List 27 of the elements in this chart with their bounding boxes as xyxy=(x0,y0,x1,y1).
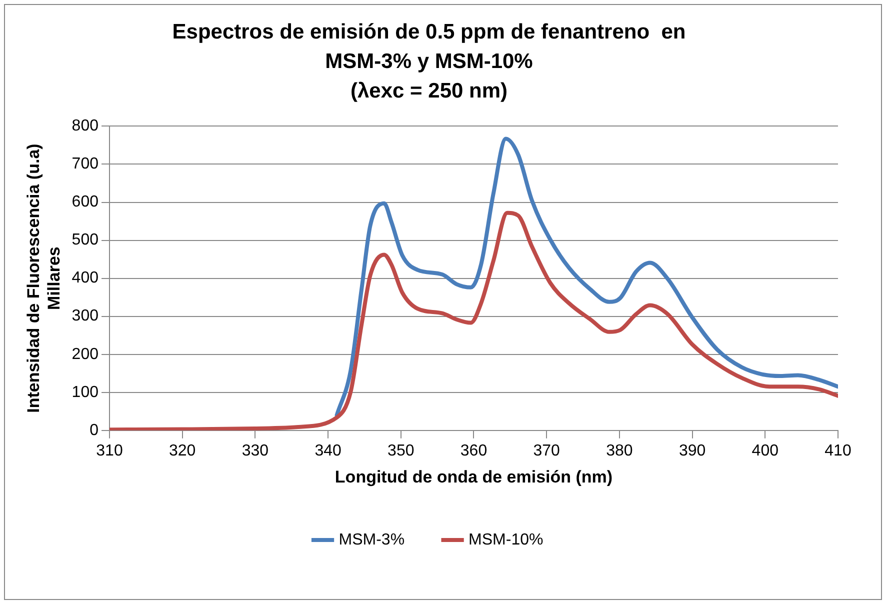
y-tick-label: 200 xyxy=(72,346,99,363)
y-tick-label: 400 xyxy=(72,270,99,287)
x-tick-label: 340 xyxy=(314,442,342,460)
y-tick-label: 500 xyxy=(72,232,99,249)
x-tick-label: 350 xyxy=(388,442,414,460)
x-tick-label: 320 xyxy=(168,442,196,460)
y-tick-label: 600 xyxy=(72,194,99,211)
x-tick-label: 370 xyxy=(533,442,560,460)
y-tick-label: 100 xyxy=(72,384,99,401)
y-tick-label: 700 xyxy=(72,156,99,173)
y-tick-label: 0 xyxy=(90,422,99,439)
x-tick-label: 410 xyxy=(824,442,852,460)
x-tick-label: 390 xyxy=(678,442,706,460)
y-tick-label: 300 xyxy=(72,308,99,325)
x-tick-label: 360 xyxy=(460,442,488,460)
y-tick-label: 800 xyxy=(72,118,99,135)
legend-label: MSM-10% xyxy=(468,531,544,548)
y-axis-title: Intensidad de Fluorescencia (u.a) xyxy=(24,144,43,413)
chart-title: Espectros de emisión de 0.5 ppm de fenantreno en MSM-3% y MSM-10% (λexc = 250 nm) xyxy=(172,20,686,102)
x-tick-label: 400 xyxy=(752,442,779,460)
x-tick-label: 380 xyxy=(606,442,633,460)
x-tick-label: 330 xyxy=(242,442,269,460)
x-axis-title: Longitud de onda de emisión (nm) xyxy=(334,467,613,486)
x-tick-label: 310 xyxy=(96,442,123,460)
legend-label: MSM-3% xyxy=(338,531,405,548)
text: Millares xyxy=(44,246,64,310)
line-series xyxy=(334,136,838,418)
